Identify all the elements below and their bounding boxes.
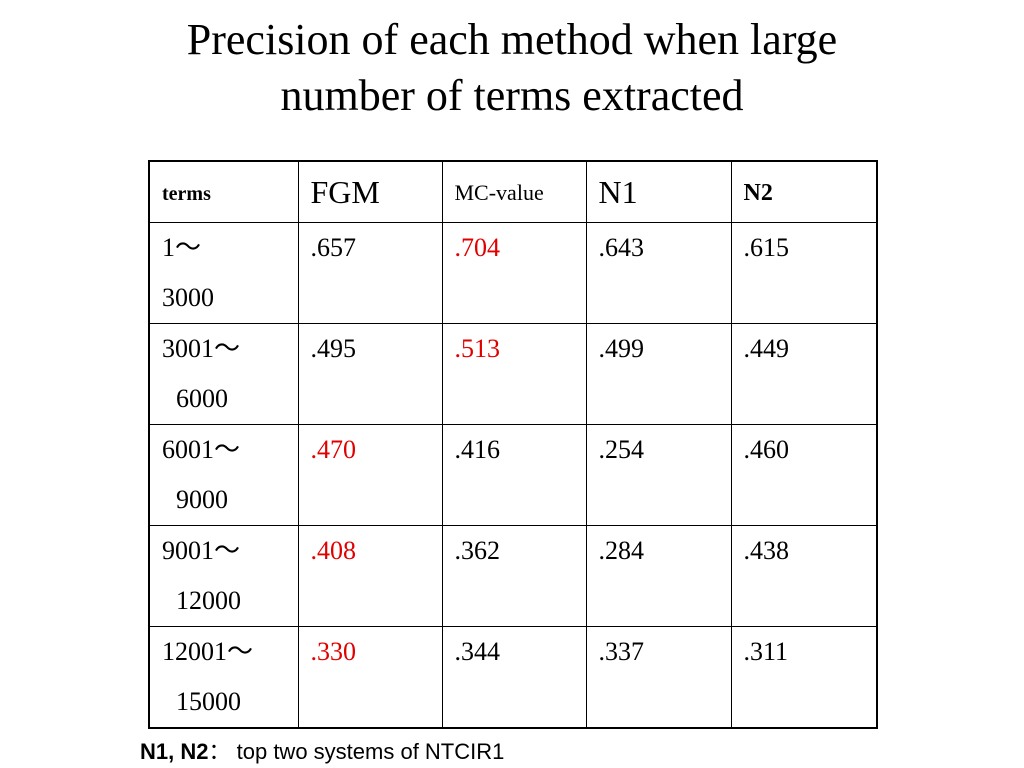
footnote-separator: ： xyxy=(208,739,231,764)
value-cell: .470 xyxy=(297,423,443,526)
data-row: 9001～ 12000 .408 .362 .284 .438 xyxy=(148,524,878,627)
precision-value: .499 xyxy=(598,333,645,363)
header-row: terms FGM MC-value N1 N2 xyxy=(148,160,878,223)
terms-range: 12000 xyxy=(176,585,241,615)
title-line: number of terms extracted xyxy=(280,71,744,120)
precision-value: .657 xyxy=(310,232,357,262)
data-row: 1～ 3000 .657 .704 .643 .615 xyxy=(148,221,878,324)
precision-value: .311 xyxy=(743,636,789,666)
terms-cell: 6001～ 9000 xyxy=(148,423,299,526)
precision-value: .416 xyxy=(454,434,501,464)
precision-value: .470 xyxy=(310,434,357,464)
precision-value: .449 xyxy=(743,333,790,363)
results-table: terms FGM MC-value N1 N2 1～ 3000 .657 .704 .643 .6… xyxy=(148,160,878,729)
header-cell: terms xyxy=(148,160,299,223)
header-text: terms xyxy=(162,183,211,205)
terms-cell: 12001～ 15000 xyxy=(148,625,299,728)
value-cell: .513 xyxy=(441,322,587,425)
precision-value: .362 xyxy=(454,535,501,565)
header-text: N1 xyxy=(598,174,638,210)
terms-cell: 9001～ 12000 xyxy=(148,524,299,627)
terms-range: 6000 xyxy=(176,383,228,413)
value-cell: .449 xyxy=(730,322,878,425)
terms-cell: 1～ 3000 xyxy=(148,221,299,324)
terms-range: 9001～ xyxy=(162,535,241,565)
data-row: 6001～ 9000 .470 .416 .254 .460 xyxy=(148,423,878,526)
precision-value: .284 xyxy=(598,535,645,565)
title-line: Precision of each method when large xyxy=(186,15,838,64)
precision-value: .615 xyxy=(743,232,790,262)
header-cell: MC-value xyxy=(441,160,587,223)
header-cell: N2 xyxy=(730,160,878,223)
data-row: 12001～ 15000 .330 .344 .337 .311 xyxy=(148,625,878,728)
terms-range: 6001～ xyxy=(162,434,241,464)
precision-value: .330 xyxy=(310,636,357,666)
value-cell: .657 xyxy=(297,221,443,324)
value-cell: .254 xyxy=(585,423,732,526)
precision-value: .254 xyxy=(598,434,645,464)
precision-value: .704 xyxy=(454,232,501,262)
value-cell: .438 xyxy=(730,524,878,627)
precision-value: .337 xyxy=(598,636,645,666)
value-cell: .499 xyxy=(585,322,732,425)
terms-range: 3001～ xyxy=(162,333,241,363)
terms-cell: 3001～ 6000 xyxy=(148,322,299,425)
footnote: N1, N2： top two systems of NTCIR1 xyxy=(140,734,504,766)
terms-range: 12001～ xyxy=(162,636,254,666)
value-cell: .460 xyxy=(730,423,878,526)
value-cell: .330 xyxy=(297,625,443,728)
value-cell: .284 xyxy=(585,524,732,627)
value-cell: .311 xyxy=(730,625,878,728)
precision-value: .344 xyxy=(454,636,501,666)
footnote-text: top two systems of NTCIR1 xyxy=(236,739,505,764)
precision-value: .643 xyxy=(598,232,645,262)
precision-value: .460 xyxy=(743,434,790,464)
header-text: FGM xyxy=(310,174,380,210)
header-text: N2 xyxy=(743,180,773,206)
precision-value: .513 xyxy=(454,333,501,363)
data-row: 3001～ 6000 .495 .513 .499 .449 xyxy=(148,322,878,425)
precision-value: .495 xyxy=(310,333,357,363)
terms-range: 1～ xyxy=(162,232,202,262)
terms-range: 3000 xyxy=(162,282,214,312)
value-cell: .362 xyxy=(441,524,587,627)
header-text: MC-value xyxy=(454,180,544,205)
value-cell: .643 xyxy=(585,221,732,324)
terms-range: 15000 xyxy=(176,686,241,716)
header-cell: N1 xyxy=(585,160,732,223)
precision-value: .408 xyxy=(310,535,357,565)
value-cell: .416 xyxy=(441,423,587,526)
footnote-label: N1, N2 xyxy=(140,739,209,764)
value-cell: .615 xyxy=(730,221,878,324)
value-cell: .344 xyxy=(441,625,587,728)
terms-range: 9000 xyxy=(176,484,228,514)
value-cell: .408 xyxy=(297,524,443,627)
value-cell: .337 xyxy=(585,625,732,728)
slide-title: Precision of each method when large numb… xyxy=(0,12,1024,124)
header-cell: FGM xyxy=(297,160,443,223)
precision-value: .438 xyxy=(743,535,790,565)
value-cell: .704 xyxy=(441,221,587,324)
value-cell: .495 xyxy=(297,322,443,425)
